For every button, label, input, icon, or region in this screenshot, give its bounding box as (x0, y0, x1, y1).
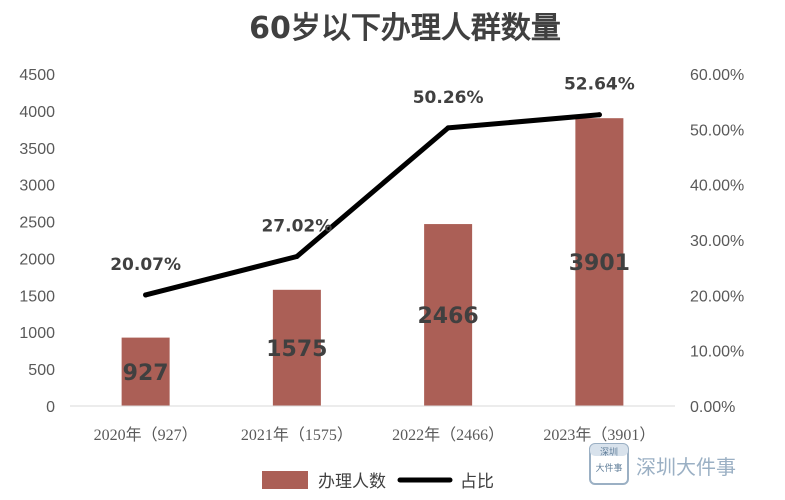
line-point (445, 125, 451, 131)
bar-value-labels: 927 1575 2466 3901 (123, 251, 630, 386)
left-tick-label: 0 (46, 399, 55, 416)
watermark: 深圳 大件事 深圳大件事 (589, 443, 736, 485)
line-path (143, 112, 602, 298)
line-point (596, 112, 602, 118)
chart-title: 60岁以下办理人群数量 (249, 11, 561, 46)
right-tick-label: 30.00% (690, 233, 744, 250)
line-value-label: 20.07% (110, 255, 181, 275)
bar-value-label: 1575 (266, 337, 327, 362)
category-axis: 2020年（927） 2021年（1575） 2022年（2466） 2023年（39… (70, 405, 675, 444)
bar-value-label: 3901 (569, 251, 630, 276)
line-point (294, 253, 300, 259)
category-label: 2021年（1575） (241, 426, 353, 444)
bar-series (121, 118, 624, 407)
legend-line-label: 占比 (460, 472, 494, 492)
right-tick-label: 20.00% (690, 288, 744, 305)
left-tick-label: 4000 (19, 104, 55, 121)
line-value-labels: 20.07% 27.02% 50.26% 52.64% (110, 75, 635, 275)
line-series (143, 112, 602, 298)
category-label: 2023年（3901） (543, 426, 655, 444)
left-axis: 0 500 1000 1500 2000 2500 3000 3500 4000 4500 (19, 67, 55, 416)
watermark-text: 深圳大件事 (636, 455, 736, 479)
left-tick-label: 1500 (19, 288, 55, 305)
line-value-label: 52.64% (564, 75, 635, 95)
right-tick-label: 10.00% (690, 344, 744, 361)
category-label: 2022年（2466） (392, 426, 504, 444)
legend: 办理人数 占比 (262, 471, 494, 492)
legend-bar-label: 办理人数 (318, 472, 386, 492)
right-axis: 0.00% 10.00% 20.00% 30.00% 40.00% 50.00% 60.00… (690, 67, 744, 416)
right-tick-label: 50.00% (690, 122, 744, 139)
line-value-label: 27.02% (261, 216, 332, 236)
watermark-logo-line1: 深圳 (600, 447, 618, 458)
bar-value-label: 2466 (418, 304, 479, 329)
bar (272, 289, 321, 406)
left-tick-label: 500 (28, 362, 55, 379)
watermark-logo-line2: 大件事 (595, 462, 622, 474)
legend-bar-swatch (262, 471, 308, 489)
bar-value-label: 927 (123, 361, 169, 386)
left-tick-label: 3000 (19, 178, 55, 195)
line-point (143, 292, 149, 298)
bar (424, 224, 473, 406)
watermark-logo-band (590, 444, 628, 456)
bar (575, 118, 624, 407)
left-tick-label: 1000 (19, 325, 55, 342)
bar (121, 337, 170, 406)
left-tick-label: 2000 (19, 251, 55, 268)
right-tick-label: 60.00% (690, 67, 744, 84)
left-tick-label: 2500 (19, 215, 55, 232)
left-tick-label: 3500 (19, 141, 55, 158)
right-tick-label: 0.00% (690, 399, 735, 416)
category-label: 2020年（927） (94, 426, 198, 444)
left-tick-label: 4500 (19, 67, 55, 84)
right-tick-label: 40.00% (690, 178, 744, 195)
line-value-label: 50.26% (413, 88, 484, 108)
